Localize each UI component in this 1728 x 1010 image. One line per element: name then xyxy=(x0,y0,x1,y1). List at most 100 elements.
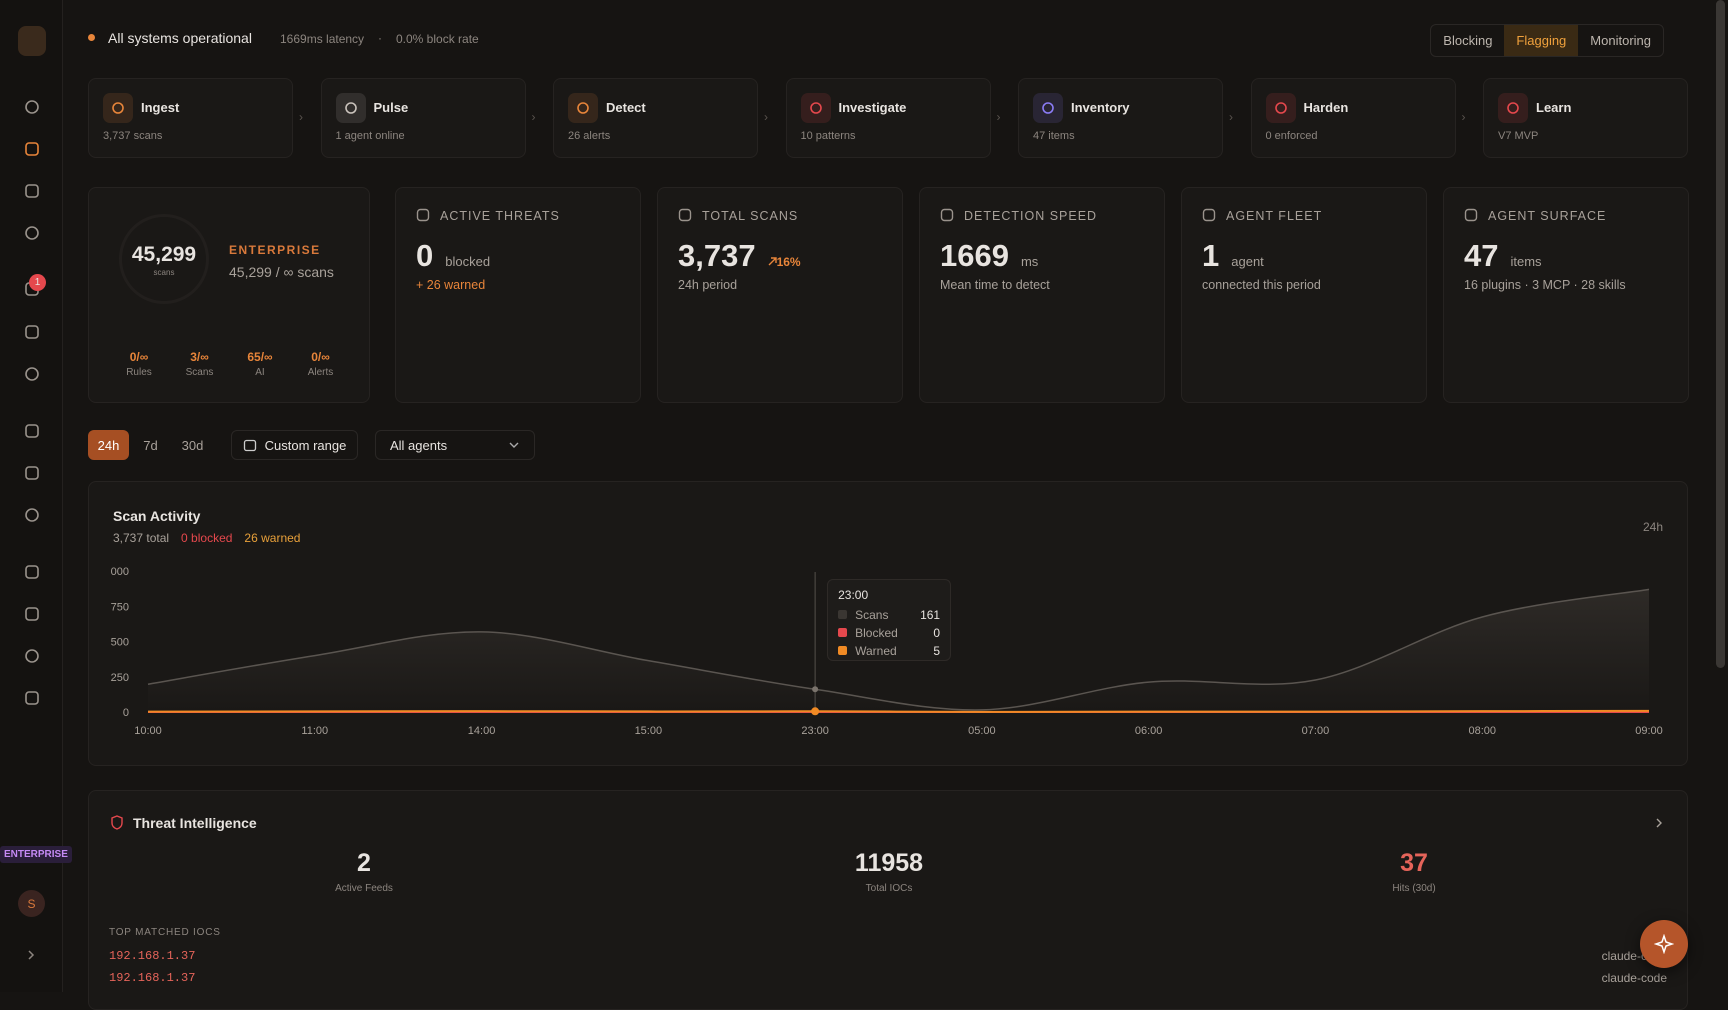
legend-swatch xyxy=(838,646,848,655)
legend-swatch xyxy=(838,628,848,637)
custom-range[interactable]: Custom range xyxy=(231,430,358,460)
quota-value: 3/∞ xyxy=(190,350,209,364)
nav-icon[interactable] xyxy=(22,364,42,384)
nav-icon[interactable] xyxy=(22,322,42,342)
mode-switch: Blocking Flagging Monitoring xyxy=(1430,24,1664,57)
pipeline-card[interactable]: Detect 26 alerts xyxy=(553,78,758,158)
assistant-button[interactable] xyxy=(1640,920,1688,968)
nav-icon[interactable] xyxy=(22,505,42,525)
stat-change: 16% xyxy=(768,255,801,269)
y-tick-label: 500 xyxy=(111,637,129,649)
pipeline-card[interactable]: Harden 0 enforced xyxy=(1250,78,1456,158)
stat-value: 3,737 xyxy=(678,238,756,273)
ioc: 192.168.1.37 xyxy=(109,971,196,985)
plan-tag: ENTERPRISE xyxy=(0,846,72,863)
stat-note: + 26 warned xyxy=(416,278,486,292)
stat-row: 1669 ms xyxy=(940,238,1038,274)
metric-value: 11958 xyxy=(854,849,924,877)
mode-button[interactable]: Monitoring xyxy=(1590,33,1651,48)
stat-icon xyxy=(1464,208,1478,222)
area xyxy=(148,589,1649,712)
y-tick-label: 750 xyxy=(111,601,129,613)
stat-unit: ms xyxy=(1020,254,1039,269)
agent-select-label: All agents xyxy=(390,437,448,453)
stat-icon xyxy=(940,208,954,222)
pipeline-label: Pulse xyxy=(373,100,409,115)
open[interactable] xyxy=(1653,817,1665,829)
pipeline-arrow: › xyxy=(299,110,303,124)
x-tick-label: 11:00 xyxy=(301,725,328,737)
pipeline-sub: 47 items xyxy=(1033,130,1075,142)
warned: 26 warned xyxy=(244,531,301,545)
pipeline-card[interactable]: Learn V7 MVP xyxy=(1483,78,1688,158)
stat-title: AGENT SURFACE xyxy=(1488,209,1607,223)
stat-unit: blocked xyxy=(445,254,491,269)
point xyxy=(811,707,820,716)
stat-title: DETECTION SPEED xyxy=(964,209,1098,223)
usage-ring xyxy=(119,214,209,304)
pipeline-sub: 26 alerts xyxy=(568,130,611,142)
pipeline-icon xyxy=(335,93,366,123)
expand[interactable] xyxy=(24,948,38,962)
series-line xyxy=(147,588,1650,711)
pipeline-card[interactable]: Ingest 3,737 scans xyxy=(88,78,293,158)
legend-name: Blocked xyxy=(855,626,898,640)
quota-label: AI xyxy=(255,367,265,378)
usage-value: 45,299 xyxy=(131,243,197,266)
stat-row: 47 items xyxy=(1464,238,1542,274)
tooltip-title: 23:00 xyxy=(838,588,869,602)
mode-button[interactable]: Blocking xyxy=(1443,33,1493,48)
nav-icon[interactable] xyxy=(22,562,42,582)
metric-value: 37 xyxy=(1400,849,1428,877)
pipeline-card[interactable]: Inventory 47 items xyxy=(1018,78,1223,158)
pipeline-icon xyxy=(1033,93,1063,123)
blocked: 0 blocked xyxy=(181,531,233,545)
nav-icon[interactable] xyxy=(22,181,42,201)
sidebar: 1 ENTERPRISE S xyxy=(0,0,72,992)
scrollbar[interactable] xyxy=(1716,0,1725,668)
usage-card: 45,299 scans ENTERPRISE 45,299 / ∞ scans 0/∞… xyxy=(88,187,370,403)
nav-icon[interactable] xyxy=(22,688,42,708)
agent-select[interactable]: All agents xyxy=(375,430,535,460)
pipeline-arrow: › xyxy=(764,110,768,124)
stat-card: DETECTION SPEED 1669 ms Mean time to detect xyxy=(919,187,1165,403)
mode-button[interactable]: Flagging xyxy=(1504,25,1579,56)
pipeline-card[interactable]: Investigate 10 patterns xyxy=(785,78,991,158)
stat-title: TOTAL SCANS xyxy=(702,209,799,223)
avatar[interactable]: S xyxy=(18,890,45,917)
series-line xyxy=(147,709,1650,713)
stat-icon xyxy=(416,208,430,222)
range-button[interactable]: 30d xyxy=(181,437,204,453)
x-tick-label: 14:00 xyxy=(468,725,496,737)
nav-icon[interactable] xyxy=(22,463,42,483)
custom-range-label: Custom range xyxy=(264,437,347,453)
range-button[interactable]: 7d xyxy=(143,437,158,453)
range-button[interactable]: 24h xyxy=(88,430,129,460)
stat-value: 1 xyxy=(1202,238,1220,273)
stat-change-value: 16% xyxy=(776,255,801,269)
nav-icon[interactable] xyxy=(22,646,42,666)
pipeline-icon xyxy=(568,93,598,123)
total: 3,737 total xyxy=(113,531,170,545)
logo[interactable] xyxy=(18,26,46,56)
pipeline-card[interactable]: Pulse 1 agent online xyxy=(320,78,526,158)
metric-label: Hits (30d) xyxy=(1392,883,1436,894)
pipeline-sub: 0 enforced xyxy=(1265,130,1318,142)
x-tick-label: 07:00 xyxy=(1302,725,1330,737)
chart-card: Scan Activity 3,737 total 0 blocked 26 warn… xyxy=(88,481,1688,766)
pipeline-label: Detect xyxy=(606,100,646,115)
nav-icon[interactable] xyxy=(22,421,42,441)
x-tick-label: 15:00 xyxy=(635,725,663,737)
nav-icon[interactable] xyxy=(22,604,42,624)
x-tick-label: 06:00 xyxy=(1135,725,1163,737)
pipeline-arrow: › xyxy=(996,110,1001,124)
tooltip-value: 5 xyxy=(933,644,941,658)
pipeline-arrow: › xyxy=(1461,110,1466,124)
nav-icon[interactable] xyxy=(22,139,42,159)
stat-title: ACTIVE THREATS xyxy=(440,209,560,223)
period: 24h xyxy=(1642,520,1663,534)
nav-icon[interactable] xyxy=(22,223,42,243)
pipeline-sub: 3,737 scans xyxy=(103,130,163,142)
stat-icon xyxy=(1202,208,1216,222)
nav-icon[interactable] xyxy=(22,97,42,117)
